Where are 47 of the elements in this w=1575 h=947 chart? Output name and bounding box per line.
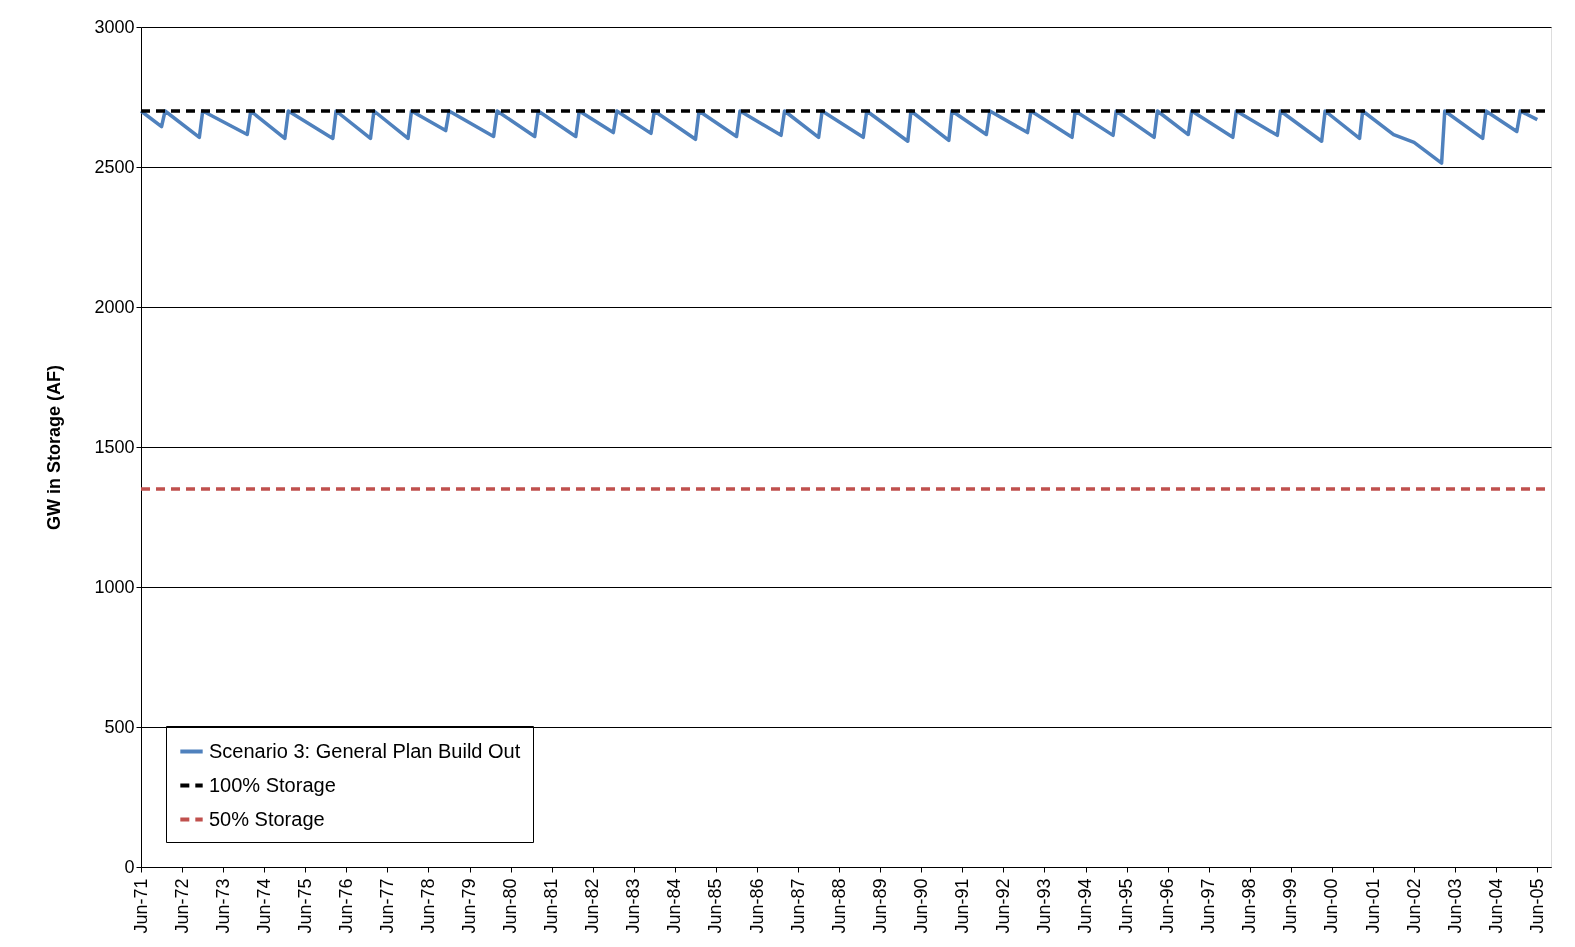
x-tick-label: Jun-73 [212,878,233,934]
line-series [139,109,1540,165]
x-tick-label: Jun-71 [130,878,151,934]
y-axis-title: GW in Storage (AF) [44,365,65,530]
x-tick-label: Jun-79 [459,878,480,934]
x-tick-label: Jun-99 [1280,878,1301,934]
x-tick-label: Jun-93 [1034,878,1054,934]
x-tick-label: Jun-83 [623,878,644,934]
y-tick-label: 500 [104,716,135,737]
x-tick-label: Jun-02 [1403,878,1424,934]
x-tick-label: Jun-05 [1526,878,1547,934]
x-tick-label: Jun-81 [541,878,562,934]
x-tick-label: Jun-04 [1485,878,1506,934]
legend-label: 100% Storage [209,773,336,796]
y-tick-label: 3000 [94,16,135,37]
x-tick-label: Jun-84 [664,878,685,934]
y-tick-label: 2500 [94,156,135,177]
x-tick-label: Jun-96 [1157,878,1178,934]
x-tick-label: Jun-01 [1362,878,1383,934]
y-tick-label: 2000 [94,296,135,317]
x-tick-label: Jun-89 [869,878,890,934]
x-tick-label: Jun-97 [1198,878,1219,934]
x-tick-label: Jun-86 [746,878,767,934]
x-tick-label: Jun-87 [787,878,808,934]
x-tick-label: Jun-85 [705,878,726,934]
x-tick-label: Jun-80 [500,878,521,934]
x-tick-label: Jun-90 [910,878,931,934]
x-tick-label: Jun-74 [253,878,274,934]
x-tick-label: Jun-82 [582,878,603,934]
x-tick-label: Jun-03 [1444,878,1465,934]
x-tick-label: Jun-00 [1321,878,1342,934]
x-tick-label: Jun-77 [376,878,397,934]
x-tick-label: Jun-98 [1239,878,1260,934]
x-tick-label: Jun-72 [171,878,192,934]
legend-label: 50% Storage [209,807,325,830]
x-tick-label: Jun-76 [335,878,356,934]
legend-label: Scenario 3: General Plan Build Out [209,739,521,762]
x-tick-label: Jun-78 [417,878,438,934]
x-tick-label: Jun-88 [828,878,849,934]
x-tick-label: Jun-94 [1075,878,1096,934]
x-tick-label: Jun-92 [992,878,1013,934]
y-tick-label: 1500 [94,436,135,457]
y-tick-label: 1000 [94,576,135,597]
x-tick-label: Jun-91 [951,878,972,934]
x-tick-label: Jun-95 [1116,878,1137,934]
x-tick-label: Jun-75 [294,878,315,934]
y-tick-label: 0 [124,856,135,877]
